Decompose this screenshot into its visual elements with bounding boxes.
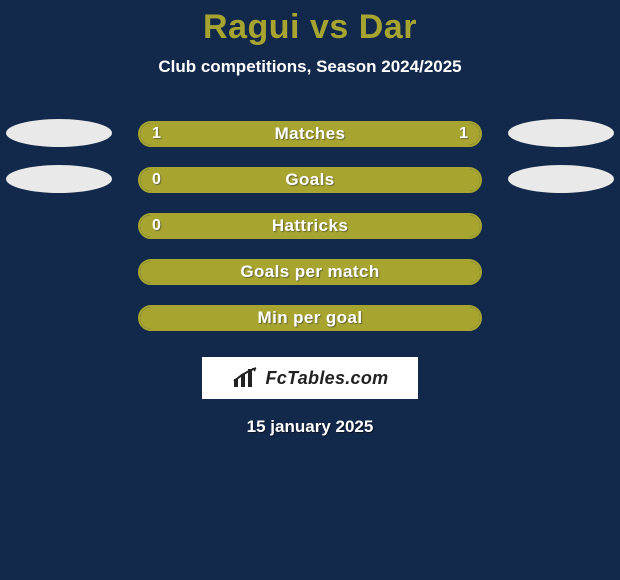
stat-bar: 11Matches bbox=[138, 121, 482, 147]
comparison-infographic: Ragui vs Dar Club competitions, Season 2… bbox=[0, 0, 620, 580]
stat-bar: 0Goals bbox=[138, 167, 482, 193]
title-vs: vs bbox=[310, 8, 349, 46]
stat-bar-fill-left bbox=[140, 215, 480, 237]
page-title: Ragui vs Dar bbox=[0, 0, 620, 47]
stat-bar: Goals per match bbox=[138, 259, 482, 285]
player-right-marker bbox=[508, 119, 614, 147]
player-left-marker bbox=[6, 119, 112, 147]
stat-bar: 0Hattricks bbox=[138, 213, 482, 239]
stat-bar-fill-left bbox=[140, 123, 310, 145]
subtitle: Club competitions, Season 2024/2025 bbox=[0, 57, 620, 77]
stat-bar-fill-left bbox=[140, 261, 480, 283]
stat-row: Min per goal bbox=[0, 297, 620, 343]
stat-row: 0Hattricks bbox=[0, 205, 620, 251]
player-right-marker bbox=[508, 165, 614, 193]
stat-row: 11Matches bbox=[0, 113, 620, 159]
stat-bar-fill-left bbox=[140, 307, 480, 329]
stat-row: 0Goals bbox=[0, 159, 620, 205]
title-player-right: Dar bbox=[359, 8, 417, 46]
branding-text: FcTables.com bbox=[266, 368, 389, 389]
title-player-left: Ragui bbox=[203, 8, 300, 46]
stat-row: Goals per match bbox=[0, 251, 620, 297]
branding-box: FcTables.com bbox=[202, 357, 418, 399]
stat-bar: Min per goal bbox=[138, 305, 482, 331]
stat-bar-fill-right bbox=[310, 123, 480, 145]
chart-icon bbox=[232, 367, 260, 389]
snapshot-date: 15 january 2025 bbox=[0, 417, 620, 437]
stat-bar-fill-left bbox=[140, 169, 480, 191]
player-left-marker bbox=[6, 165, 112, 193]
stat-rows: 11Matches 0Goals 0Hattricks Goals per match… bbox=[0, 113, 620, 343]
